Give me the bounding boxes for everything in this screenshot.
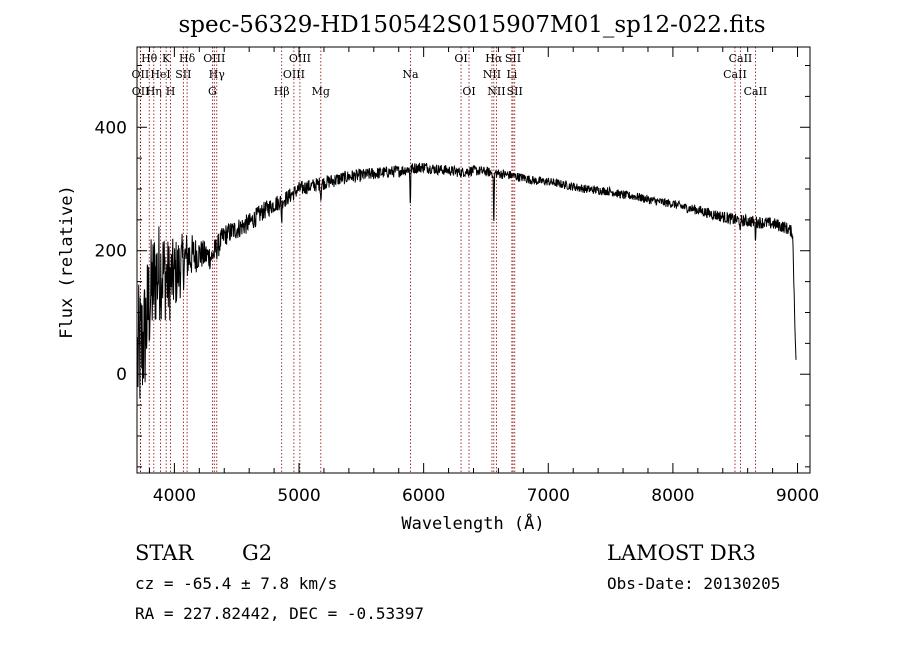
spectral-line-label: Hα: [485, 52, 503, 65]
spectral-line-label: CaII: [729, 52, 753, 65]
spectral-line-label: Na: [402, 68, 419, 81]
spectral-line-label: OII: [132, 68, 150, 81]
spectral-line-label: OIII: [289, 52, 311, 65]
x-axis-label: Wavelength (Å): [401, 512, 544, 534]
x-tick-label: 9000: [776, 486, 819, 506]
spectral-line-label: G: [208, 85, 217, 98]
spectral-line-label: HeI: [150, 68, 170, 81]
object-subclass: G2: [242, 541, 272, 565]
coordinates-info: RA = 227.82442, DEC = -0.53397: [135, 604, 424, 623]
spectral-line-label: OI: [462, 85, 475, 98]
y-axis-label: Flux (relative): [57, 185, 77, 339]
spectral-line-label: H: [166, 85, 176, 98]
observation-date: Obs-Date: 20130205: [607, 574, 780, 593]
spectral-line-label: Hθ: [141, 52, 158, 65]
spectral-line-label: Hβ: [274, 85, 290, 98]
spectral-line-label: SII: [175, 68, 191, 81]
object-class: STAR: [135, 541, 194, 565]
spectral-line-label: Li: [506, 68, 517, 81]
spectral-line-label: CaII: [744, 85, 768, 98]
spectral-line-label: OII: [132, 85, 150, 98]
chart-title: spec-56329-HD150542S015907M01_sp12-022.f…: [178, 12, 765, 38]
spectral-line-label: SII: [505, 52, 521, 65]
y-tick-label: 400: [95, 118, 127, 138]
spectral-line-label: OI: [454, 52, 467, 65]
spectrum-series: [137, 162, 797, 399]
spectral-line-label: Hη: [146, 85, 162, 98]
y-tick-label: 200: [95, 242, 127, 262]
x-tick-label: 5000: [277, 486, 320, 506]
spectral-line-markers: OII OII Hθ Hη HeI K H SII Hδ OIII Hγ G Hβ OIII OIII Mg N…: [132, 47, 768, 473]
y-tick-label: 0: [116, 365, 127, 385]
spectral-line-label: OIII: [283, 68, 305, 81]
spectral-line-label: SII: [507, 85, 523, 98]
spectral-line-label: Hγ: [209, 68, 226, 81]
spectral-line-label: CaII: [723, 68, 747, 81]
x-axis-ticks: 4000 5000 6000 7000 8000 9000: [148, 47, 819, 506]
spectral-line-label: Mg: [312, 85, 330, 98]
spectral-line-label: K: [162, 52, 171, 65]
spectral-line-label: OIII: [203, 52, 225, 65]
x-tick-label: 6000: [402, 486, 445, 506]
spectral-line-label: Hδ: [179, 52, 196, 65]
redshift-info: cz = -65.4 ± 7.8 km/s: [135, 574, 337, 593]
x-tick-label: 8000: [651, 486, 694, 506]
survey-name: LAMOST DR3: [607, 541, 756, 565]
spectral-line-label: NII: [487, 85, 505, 98]
spectrum-line: [137, 162, 797, 399]
x-tick-label: 4000: [153, 486, 196, 506]
y-axis-ticks: 0 200 400: [95, 65, 810, 468]
spectral-line-label: NII: [483, 68, 501, 81]
x-tick-label: 7000: [527, 486, 570, 506]
